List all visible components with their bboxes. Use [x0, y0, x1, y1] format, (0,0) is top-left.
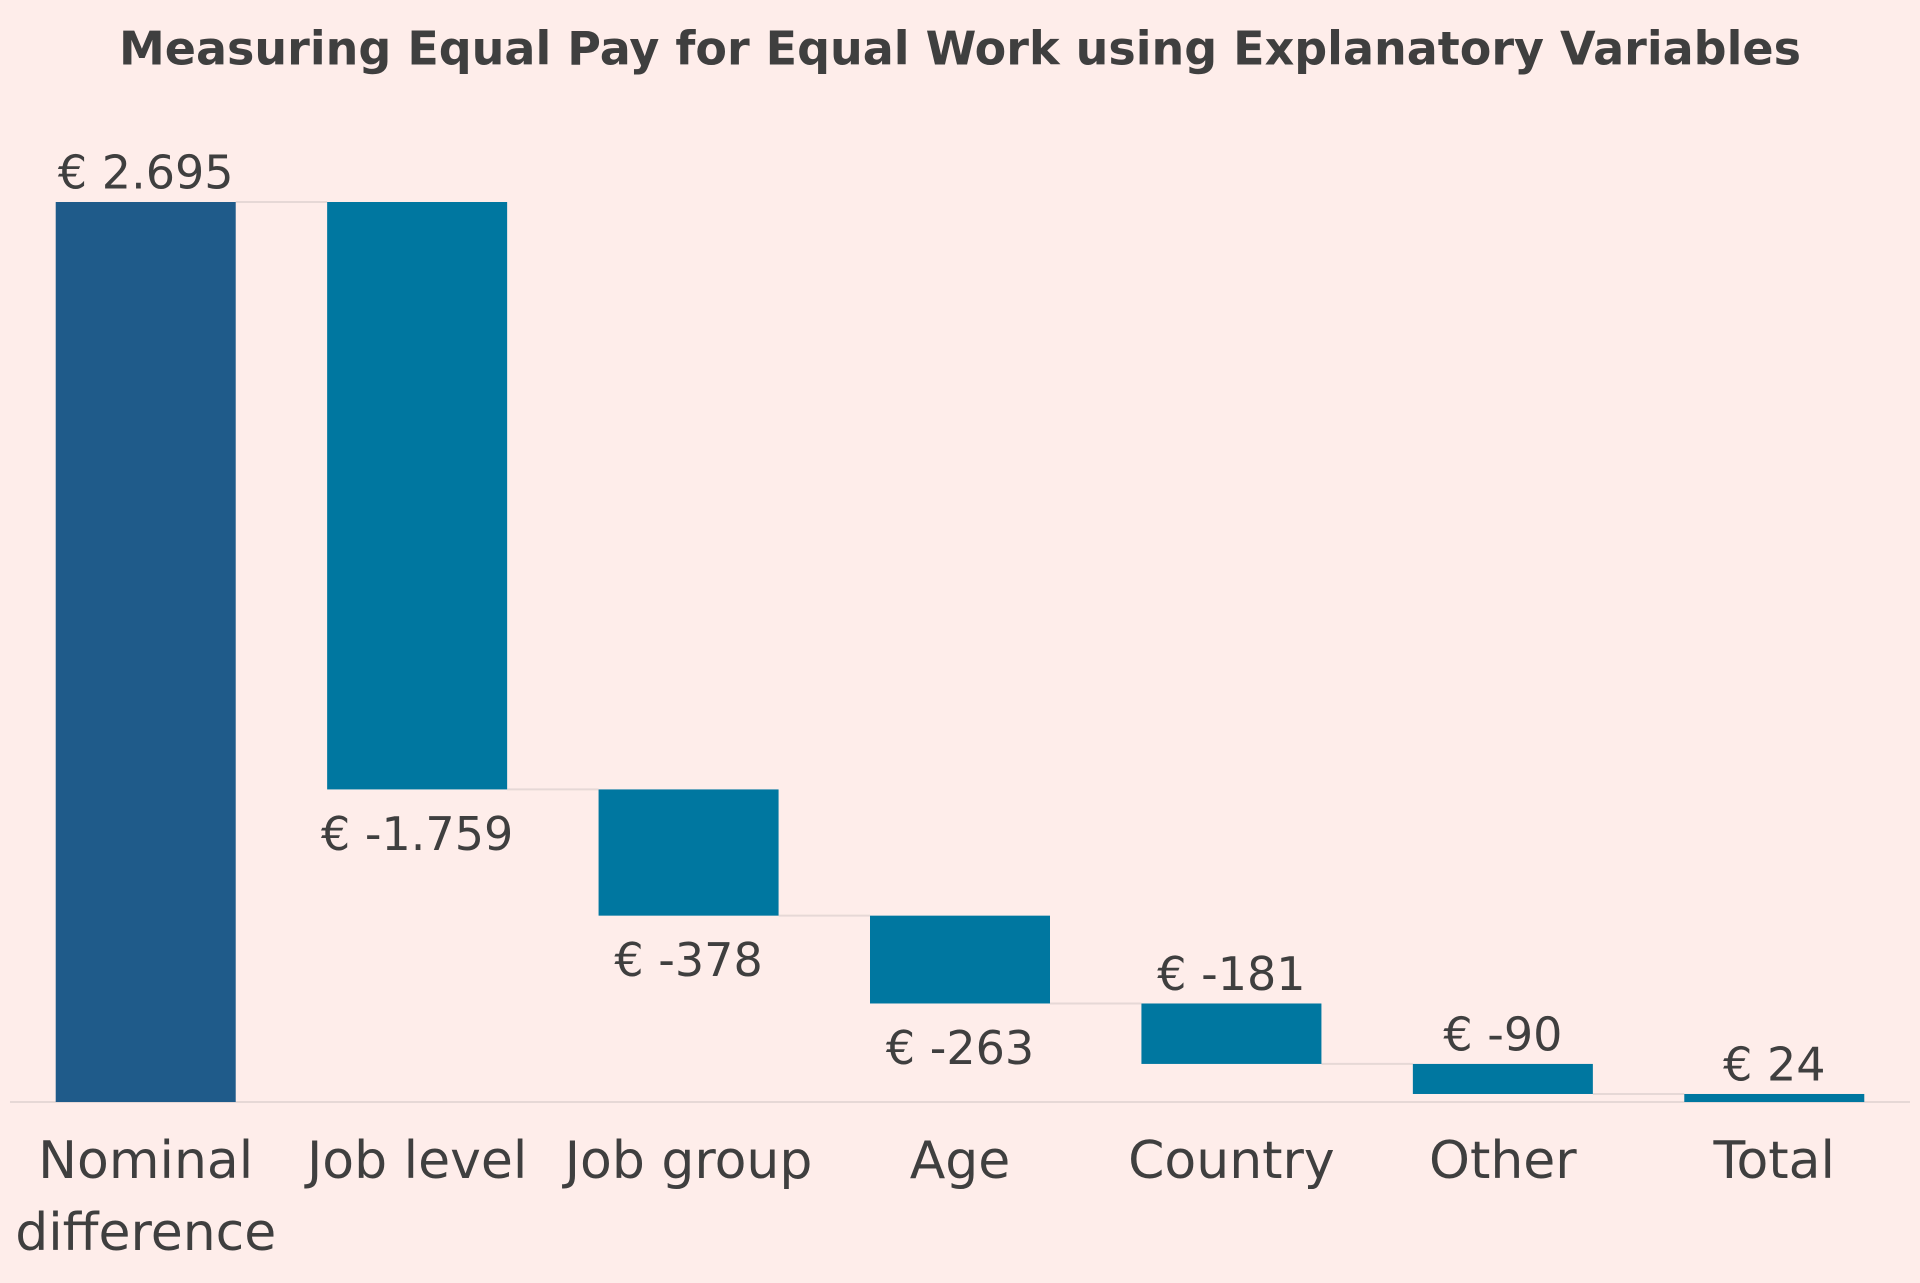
chart-title: Measuring Equal Pay for Equal Work using…	[119, 22, 1801, 76]
bar	[1141, 1003, 1322, 1064]
data-label: € -90	[1443, 1007, 1562, 1061]
data-label: € -378	[614, 933, 762, 987]
x-tick-label: Total	[1713, 1131, 1835, 1191]
bar	[598, 789, 779, 916]
bar	[327, 202, 508, 790]
bar	[1684, 1093, 1865, 1102]
data-label: € 2.695	[58, 146, 234, 200]
x-tick-label: Other	[1429, 1131, 1577, 1191]
x-tick-label: Job group	[564, 1131, 813, 1191]
x-tick-label: Age	[909, 1131, 1011, 1191]
x-tick-label: Nominal difference	[15, 1131, 277, 1263]
data-label: € 24	[1723, 1037, 1825, 1091]
bar	[55, 202, 236, 1102]
bar	[870, 915, 1050, 1004]
data-label: € -1.759	[321, 807, 513, 861]
data-label: € -263	[886, 1021, 1034, 1075]
data-label: € -181	[1157, 947, 1305, 1001]
bar	[1412, 1063, 1593, 1094]
x-tick-label: Job level	[306, 1131, 528, 1191]
x-tick-label: Country	[1128, 1131, 1335, 1191]
